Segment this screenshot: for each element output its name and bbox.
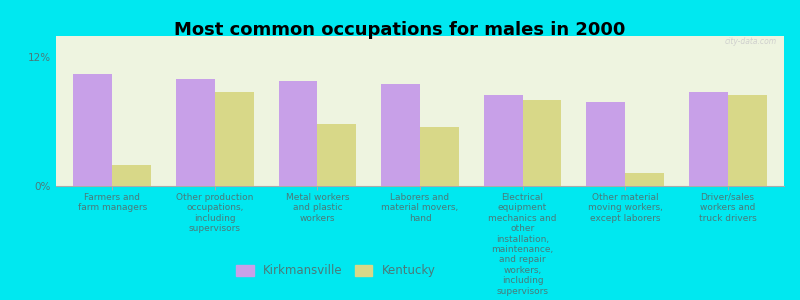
Bar: [215, 92, 254, 186]
Bar: [483, 95, 522, 186]
Bar: [112, 165, 151, 186]
Bar: [728, 95, 766, 186]
Legend: Kirkmansville, Kentucky: Kirkmansville, Kentucky: [231, 260, 441, 282]
Bar: [420, 127, 459, 186]
Bar: [176, 79, 215, 186]
Bar: [689, 92, 728, 186]
Bar: [74, 74, 112, 186]
Text: Most common occupations for males in 2000: Most common occupations for males in 200…: [174, 21, 626, 39]
Bar: [625, 173, 664, 186]
Bar: [381, 84, 420, 186]
Text: city-data.com: city-data.com: [725, 38, 777, 46]
Bar: [586, 102, 625, 186]
Bar: [318, 124, 357, 186]
Bar: [522, 100, 562, 186]
Bar: [278, 81, 318, 186]
